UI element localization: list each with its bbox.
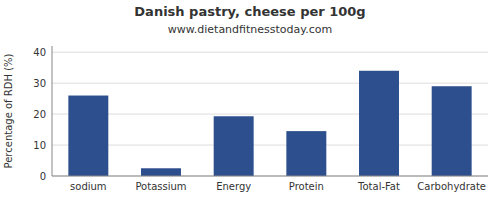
grid-line bbox=[52, 176, 488, 177]
y-tick-label: 10 bbox=[33, 140, 46, 151]
grid-line bbox=[52, 114, 488, 115]
bar bbox=[286, 131, 326, 176]
y-axis-label: Percentage of RDH (%) bbox=[3, 53, 14, 168]
x-tick-label: Carbohydrate bbox=[417, 181, 486, 192]
y-tick-label: 30 bbox=[33, 78, 46, 89]
x-tick-label: Protein bbox=[289, 181, 324, 192]
y-tick-label: 0 bbox=[40, 171, 46, 182]
y-axis bbox=[52, 46, 53, 176]
bar bbox=[359, 71, 399, 176]
x-tick-label: Energy bbox=[216, 181, 251, 192]
bar bbox=[214, 116, 254, 176]
chart: Danish pastry, cheese per 100g www.dietan… bbox=[0, 0, 500, 200]
bar bbox=[141, 168, 181, 176]
bars bbox=[68, 71, 471, 176]
x-tick-label: Potassium bbox=[135, 181, 186, 192]
y-tick-label: 20 bbox=[33, 109, 46, 120]
bar bbox=[432, 86, 472, 176]
y-tick-label: 40 bbox=[33, 47, 46, 58]
x-axis bbox=[52, 176, 488, 177]
grid-line bbox=[52, 83, 488, 84]
grid-line bbox=[52, 52, 488, 53]
x-tick-label: sodium bbox=[70, 181, 107, 192]
subtitle: www.dietandfitnesstoday.com bbox=[168, 23, 332, 36]
grid bbox=[52, 52, 488, 176]
bar bbox=[68, 96, 108, 176]
title: Danish pastry, cheese per 100g bbox=[134, 4, 365, 19]
grid-line bbox=[52, 145, 488, 146]
x-tick-label: Total-Fat bbox=[357, 181, 400, 192]
